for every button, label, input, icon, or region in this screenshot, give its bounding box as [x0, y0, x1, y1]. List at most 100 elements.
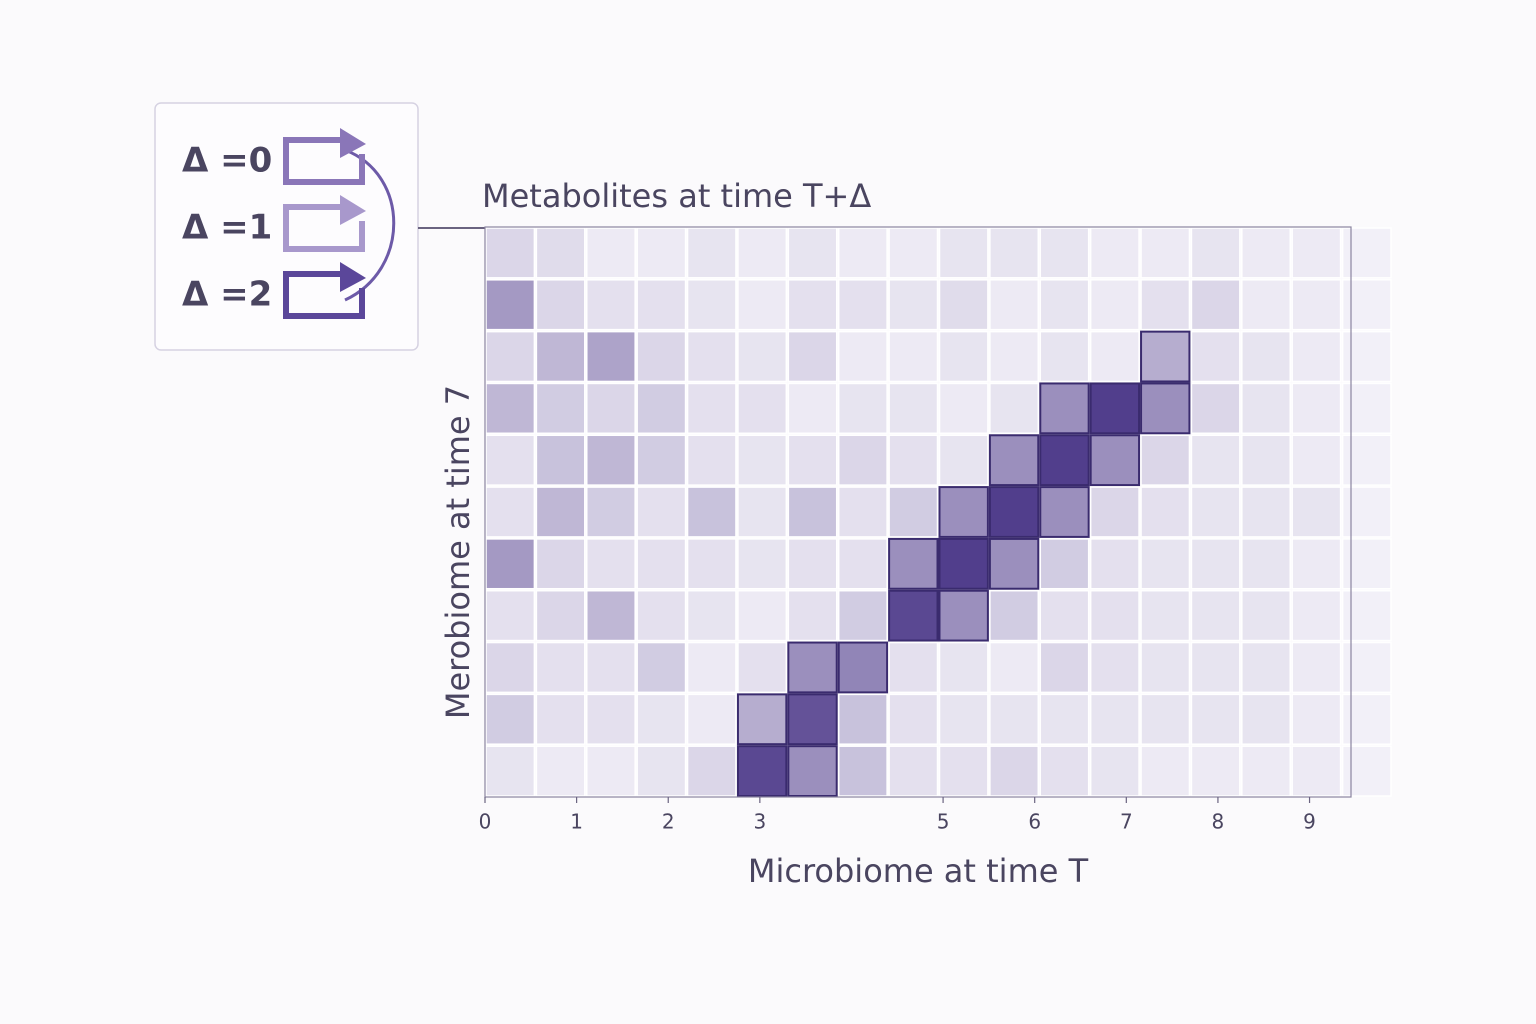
- heatmap-cell: [888, 382, 939, 435]
- legend-label: Δ =0: [182, 141, 272, 181]
- heatmap-cell: [989, 641, 1040, 694]
- heatmap-cell: [485, 641, 536, 694]
- heatmap-cell: [1089, 330, 1140, 383]
- heatmap-cell: [837, 434, 888, 486]
- heatmap-cell: [1241, 641, 1291, 694]
- heatmap-cell: [1039, 279, 1090, 331]
- heatmap-cell: [787, 434, 838, 486]
- heatmap-cell: [686, 486, 737, 538]
- legend-arrow: [340, 262, 366, 292]
- heatmap-cell: [1039, 641, 1090, 694]
- heatmap-cell: [787, 745, 838, 798]
- heatmap-cell: [737, 538, 788, 590]
- heatmap-cell: [1140, 693, 1191, 745]
- heatmap-cell: [1190, 434, 1241, 486]
- heatmap-cell: [586, 589, 636, 642]
- heatmap-cell: [1190, 382, 1241, 435]
- heatmap-cell: [1140, 434, 1191, 486]
- heatmap-cell: [535, 538, 586, 590]
- heatmap-cell: [1341, 538, 1392, 590]
- heatmap-cell: [1241, 538, 1291, 590]
- heatmap-cell: [787, 227, 838, 279]
- heatmap-cell: [1341, 693, 1392, 745]
- heatmap-cell: [1089, 382, 1141, 435]
- heatmap-cell: [988, 434, 1040, 487]
- heatmap-cell: [888, 537, 939, 590]
- heatmap-cell: [1140, 279, 1191, 331]
- heatmap-cell: [1039, 589, 1090, 642]
- heatmap-cell: [938, 693, 989, 745]
- heatmap-cell: [1140, 745, 1191, 797]
- heatmap-cell: [938, 537, 989, 590]
- heatmap-cell: [1291, 434, 1342, 486]
- heatmap-cell: [1341, 330, 1392, 383]
- heatmap-cell: [1291, 382, 1342, 435]
- heatmap-cell: [1341, 589, 1392, 642]
- heatmap-cell: [1241, 227, 1291, 279]
- heatmap-cell: [1089, 486, 1140, 538]
- heatmap-cell: [1140, 227, 1191, 279]
- heatmap-cell: [485, 279, 536, 331]
- heatmap-cell: [1291, 538, 1342, 590]
- heatmap-cell: [1039, 382, 1090, 435]
- heatmap-cell: [737, 227, 788, 279]
- heatmap-cell: [1089, 589, 1140, 642]
- heatmap-cell: [938, 486, 989, 538]
- heatmap-cell: [736, 745, 788, 798]
- heatmap-cell: [1190, 486, 1241, 538]
- x-tick-label: 8: [1212, 810, 1225, 834]
- heatmap-cell: [1190, 538, 1241, 590]
- heatmap-cell: [787, 486, 838, 538]
- heatmap-cell: [1039, 227, 1090, 279]
- heatmap-cell: [485, 434, 536, 486]
- legend-label: Δ =1: [182, 208, 272, 248]
- heatmap-cell: [888, 227, 939, 279]
- heatmap-cell: [938, 434, 989, 486]
- x-axis-label: Microbiome at time T: [748, 852, 1089, 890]
- heatmap-cell: [837, 279, 888, 331]
- heatmap-cell: [1039, 745, 1090, 797]
- heatmap-cell: [1089, 745, 1140, 797]
- x-tick-label: 6: [1028, 810, 1041, 834]
- heatmap-cell: [1039, 538, 1090, 590]
- heatmap-cell: [1140, 382, 1191, 435]
- heatmap-cell: [636, 382, 687, 435]
- heatmap-cell: [989, 745, 1040, 797]
- heatmap-cell: [586, 227, 636, 279]
- heatmap-cell: [888, 279, 939, 331]
- heatmap-cell: [1039, 434, 1090, 487]
- heatmap-cell: [1341, 641, 1392, 694]
- heatmap-cell: [535, 434, 586, 486]
- heatmap-cell: [636, 330, 687, 383]
- heatmap-cell: [888, 486, 939, 538]
- legend-arc: [344, 148, 396, 302]
- heatmap-cell: [989, 693, 1040, 745]
- heatmap-cell: [485, 330, 536, 383]
- heatmap-cell: [1241, 693, 1291, 745]
- heatmap-cell: [837, 745, 888, 797]
- heatmap-cell: [938, 279, 989, 331]
- heatmap-cell: [1341, 382, 1392, 435]
- heatmap-cell: [586, 382, 636, 435]
- heatmap-cell: [1291, 486, 1342, 538]
- heatmap-cell: [737, 641, 788, 694]
- heatmap-cell: [636, 486, 687, 538]
- heatmap-cell: [888, 434, 939, 486]
- heatmap-cell: [1089, 279, 1140, 331]
- heatmap-cell: [586, 641, 636, 694]
- heatmap-cell: [837, 693, 888, 745]
- x-tick-label: 5: [937, 810, 950, 834]
- heatmap-cell: [535, 279, 586, 331]
- x-tick-label: 3: [753, 810, 766, 834]
- heatmap-cell: [636, 589, 687, 642]
- heatmap-cell: [485, 227, 536, 279]
- heatmap-cell: [535, 693, 586, 745]
- heatmap-cell: [737, 330, 788, 383]
- heatmap-cell: [686, 434, 737, 486]
- heatmap-cell: [1140, 641, 1191, 694]
- heatmap-cell: [787, 330, 838, 383]
- heatmap-cell: [1291, 589, 1342, 642]
- heatmap-cell: [787, 641, 838, 694]
- heatmap-cell: [989, 279, 1040, 331]
- heatmap-cell: [636, 434, 687, 486]
